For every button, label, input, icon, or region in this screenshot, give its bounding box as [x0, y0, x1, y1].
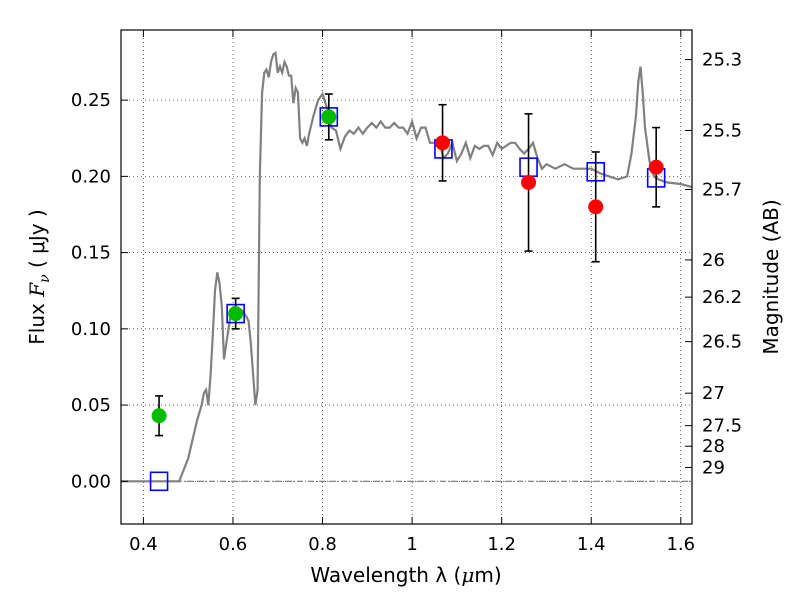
magnitude-tick-label: 27.5	[702, 416, 742, 437]
plot-frame	[120, 29, 693, 525]
observed-flux-point	[648, 159, 664, 175]
plot-area	[121, 50, 692, 492]
y-tick-label: 0.00	[71, 471, 111, 492]
y-axis-title: Flux Fν ( μJy )	[25, 209, 53, 344]
x-axis-ticks: 0.4 0.6 0.8 1 1.2 1.4 1.6	[129, 30, 695, 555]
plot-background	[121, 30, 692, 524]
magnitude-tick-label: 29	[702, 457, 725, 478]
magnitude-tick-label: 25.3	[702, 50, 742, 71]
x-tick-label: 1.2	[487, 534, 516, 555]
x-tick-label: 1	[406, 534, 417, 555]
y-tick-label: 0.20	[71, 166, 111, 187]
magnitude-tick-label: 28	[702, 436, 725, 457]
observed-flux-series	[151, 93, 664, 437]
x-axis-title: Wavelength λ (μm)	[310, 563, 501, 587]
y-tick-label: 0.25	[71, 90, 111, 111]
observed-flux-point	[321, 109, 337, 125]
y-tick-label: 0.10	[71, 319, 111, 340]
magnitude-tick-label: 26	[702, 250, 725, 271]
magnitude-tick-label: 26.2	[702, 287, 742, 308]
observed-flux-point	[435, 135, 451, 151]
magnitude-tick-label: 25.7	[702, 179, 742, 200]
x-tick-label: 0.4	[129, 534, 158, 555]
y-tick-label: 0.05	[71, 395, 111, 416]
model-photometry-point	[149, 471, 169, 492]
observed-flux-point	[151, 408, 167, 424]
x-tick-label: 1.6	[666, 534, 695, 555]
magnitude-tick-label: 27	[702, 383, 725, 404]
x-tick-label: 0.6	[219, 534, 248, 555]
observed-flux-point	[588, 199, 604, 215]
x-tick-label: 1.4	[577, 534, 606, 555]
y-axis-ticks: 0.00 0.05 0.10 0.15 0.20 0.25	[71, 90, 128, 492]
magnitude-tick-label: 26.5	[702, 332, 742, 353]
y-tick-label: 0.15	[71, 243, 111, 264]
magnitude-axis-title: Magnitude (AB)	[759, 199, 783, 354]
x-tick-label: 0.8	[308, 534, 337, 555]
magnitude-tick-label: 25.5	[702, 120, 742, 141]
observed-flux-point	[228, 306, 244, 322]
observed-flux-point	[521, 174, 537, 190]
